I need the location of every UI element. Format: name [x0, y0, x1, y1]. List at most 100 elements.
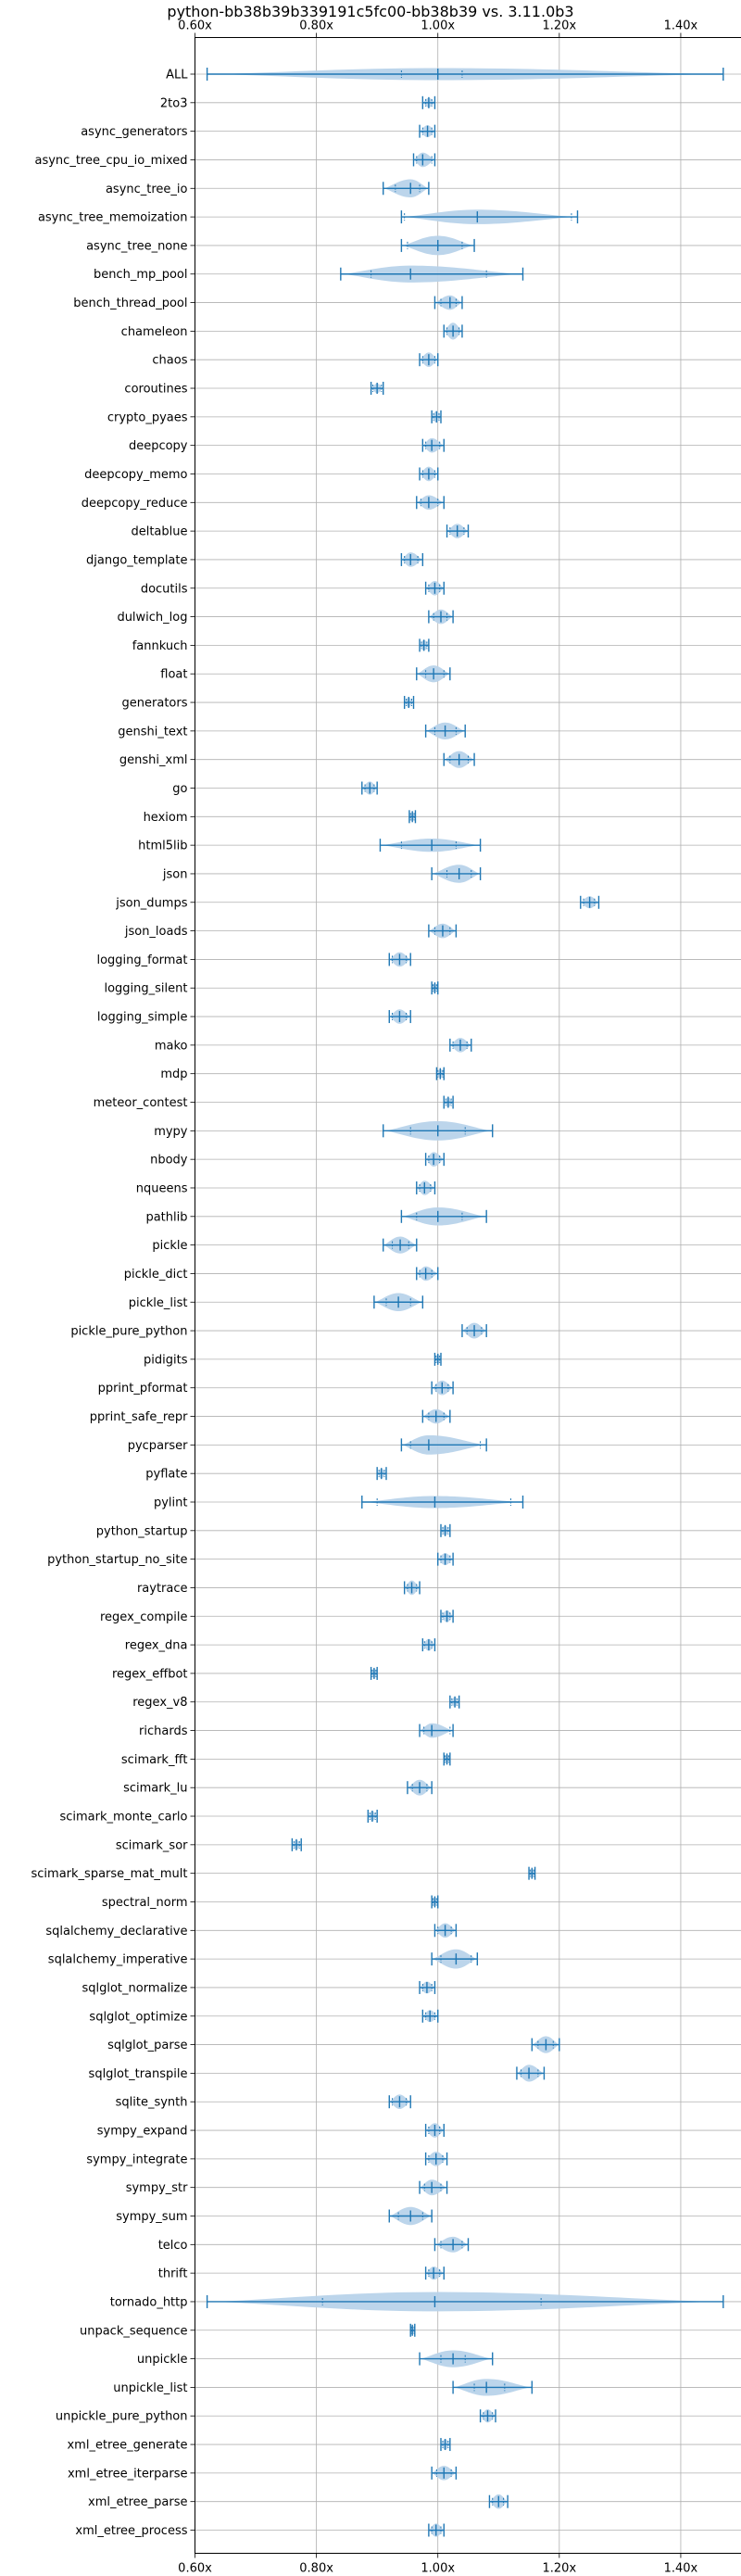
benchmark-label: float [160, 668, 187, 682]
benchmark-label: nqueens [136, 1181, 188, 1195]
benchmark-label: 2to3 [160, 96, 188, 110]
benchmark-label: logging_silent [104, 982, 187, 996]
benchmark-label: xml_etree_iterparse [68, 2467, 188, 2481]
benchmark-label: bench_thread_pool [73, 297, 187, 310]
benchmark-label: python_startup [96, 1524, 188, 1538]
benchmark-label: pickle_dict [124, 1268, 188, 1282]
x-tick-label-top: 1.20x [543, 19, 577, 33]
benchmark-label: sqlglot_transpile [89, 2067, 188, 2081]
benchmark-label: unpickle_list [113, 2381, 187, 2395]
benchmark-label: deepcopy [129, 439, 188, 453]
benchmark-label: sqlalchemy_declarative [45, 1925, 187, 1938]
benchmark-label: crypto_pyaes [107, 410, 188, 424]
benchmark-label: scimark_sparse_mat_mult [31, 1867, 188, 1881]
grid-lines [195, 37, 741, 2554]
benchmark-label: pidigits [144, 1353, 188, 1367]
benchmark-label: richards [139, 1724, 188, 1738]
benchmark-label: json_loads [124, 925, 188, 939]
benchmark-label: regex_v8 [132, 1696, 187, 1710]
benchmark-label: docutils [141, 582, 188, 596]
benchmark-label: pathlib [145, 1210, 187, 1224]
x-tick-label-top: 1.00x [421, 19, 455, 33]
benchmark-label: logging_format [96, 953, 187, 967]
benchmark-label: deltablue [131, 525, 187, 539]
benchmark-label: pickle_pure_python [70, 1325, 187, 1339]
x-tick-label-top: 0.80x [299, 19, 333, 33]
benchmark-label: tornado_http [110, 2295, 188, 2309]
benchmark-label: unpickle_pure_python [56, 2410, 188, 2424]
benchmark-label: pprint_pformat [98, 1382, 188, 1395]
benchmark-label: chaos [152, 354, 187, 368]
x-tick-label: 0.80x [299, 2562, 333, 2576]
benchmark-label: mypy [154, 1125, 188, 1139]
benchmark-label: coroutines [124, 383, 187, 397]
benchmark-label: raytrace [137, 1582, 188, 1596]
benchmark-label: deepcopy_reduce [82, 497, 188, 511]
benchmark-label: json_dumps [115, 896, 187, 910]
benchmark-label: django_template [86, 553, 187, 567]
benchmark-label: async_tree_memoization [38, 211, 188, 225]
benchmark-label: unpack_sequence [80, 2324, 188, 2338]
benchmark-label: pycparser [128, 1439, 188, 1453]
benchmark-label: nbody [150, 1154, 188, 1168]
benchmark-label: mdp [160, 1067, 187, 1081]
benchmark-label: sqlalchemy_imperative [48, 1953, 188, 1967]
benchmark-label: dulwich_log [117, 611, 187, 625]
benchmark-label: fannkuch [132, 639, 188, 653]
benchmark-label: go [172, 782, 187, 796]
benchmark-label: thrift [158, 2267, 188, 2281]
benchmark-label: sqlite_synth [116, 2096, 188, 2110]
x-tick-label: 1.00x [421, 2562, 455, 2576]
benchmark-label: pprint_safe_repr [90, 1410, 188, 1424]
benchmark-label: xml_etree_parse [88, 2495, 187, 2509]
x-tick-label: 0.60x [178, 2562, 212, 2576]
x-tick-label: 1.40x [664, 2562, 698, 2576]
benchmark-label: sqlglot_optimize [89, 2010, 187, 2024]
benchmark-label: spectral_norm [102, 1896, 188, 1910]
benchmark-label: async_tree_cpu_io_mixed [35, 154, 188, 168]
benchmark-label: scimark_monte_carlo [59, 1811, 187, 1825]
benchmark-label: pickle_list [129, 1296, 188, 1310]
benchmark-label: mako [155, 1039, 188, 1053]
benchmark-label: deepcopy_memo [84, 468, 187, 482]
benchmark-label: hexiom [144, 811, 188, 825]
benchmark-label: async_tree_io [106, 183, 188, 196]
benchmark-label: regex_compile [100, 1610, 188, 1624]
benchmark-label: sympy_sum [116, 2210, 187, 2224]
y-axis: ALL 2to3 async_generators async_tree_cpu_io… [31, 69, 195, 2538]
benchmark-label: python_startup_no_site [47, 1553, 187, 1567]
x-axis: 0.60x 0.60x 0.80x 0.80x 1.00x 1.00x 1.20x 1.20x… [178, 19, 697, 2576]
benchmark-label: logging_simple [97, 1011, 188, 1025]
benchmark-label: async_tree_none [86, 239, 187, 253]
benchmark-label: ALL [166, 69, 188, 82]
benchmark-label: async_generators [81, 125, 188, 139]
benchmark-label: sqlglot_normalize [82, 1981, 187, 1995]
benchmark-label: generators [122, 697, 188, 711]
whiskers [206, 68, 724, 2537]
benchmark-label: regex_dna [125, 1639, 188, 1653]
benchmark-label: telco [158, 2239, 188, 2253]
benchmark-label: scimark_sor [116, 1838, 188, 1852]
benchmark-label: regex_effbot [112, 1667, 188, 1681]
benchmark-label: unpickle [137, 2353, 188, 2367]
benchmark-label: sqlglot_parse [107, 2039, 187, 2052]
benchmark-label: chameleon [121, 325, 188, 339]
benchmark-label: html5lib [138, 840, 187, 853]
x-tick-label: 1.20x [543, 2562, 577, 2576]
benchmark-label: sympy_str [126, 2181, 188, 2195]
x-tick-label-top: 0.60x [178, 19, 212, 33]
benchmark-label: xml_etree_process [75, 2524, 187, 2538]
benchmark-label: scimark_fft [121, 1753, 188, 1767]
benchmark-label: pickle [152, 1239, 187, 1253]
chart-title: python-bb38b39b339191c5fc00-bb38b39 vs. … [167, 3, 574, 20]
benchmark-label: genshi_xml [119, 753, 188, 767]
benchmark-label: xml_etree_generate [67, 2439, 187, 2453]
benchmark-label: pylint [154, 1496, 188, 1510]
benchmark-label: bench_mp_pool [94, 268, 188, 282]
benchmark-label: pyflate [145, 1468, 187, 1482]
benchmark-label: sympy_expand [97, 2125, 188, 2139]
benchmark-label: scimark_lu [123, 1782, 187, 1796]
benchmark-label: json [162, 867, 188, 881]
plot-frame [195, 37, 741, 2554]
